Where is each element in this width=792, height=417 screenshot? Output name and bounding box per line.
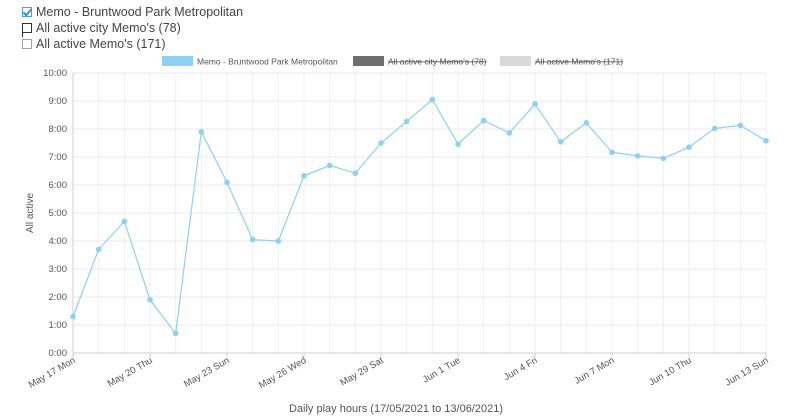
data-point[interactable] [480, 117, 487, 124]
data-point[interactable] [403, 118, 410, 125]
filter-label: Memo - Bruntwood Park Metropolitan [36, 5, 244, 19]
filter-all-memos[interactable]: All active Memo's (171) [22, 36, 243, 52]
y-tick-label: 9:00 [49, 96, 68, 107]
checkbox-flag-icon[interactable] [22, 23, 32, 37]
checkbox-unchecked-icon[interactable] [22, 39, 32, 49]
data-point[interactable] [763, 137, 769, 144]
y-axis-title: All active [25, 193, 36, 233]
data-point[interactable] [301, 172, 307, 179]
legend-label: Memo - Bruntwood Park Metropolitan [197, 57, 338, 67]
legend-swatch [353, 56, 384, 66]
x-tick-label: May 20 Thu [106, 355, 155, 390]
chart-legend: Memo - Bruntwood Park Metropolitan All ac… [162, 56, 623, 67]
data-point[interactable] [224, 179, 230, 185]
x-tick-label: Jun 10 Thu [647, 355, 694, 388]
data-point[interactable] [557, 139, 564, 145]
y-tick-label: 10:00 [43, 68, 67, 79]
data-point[interactable] [147, 297, 153, 303]
data-point[interactable] [121, 218, 128, 225]
x-tick-label: May 26 Wed [257, 355, 309, 391]
data-point[interactable] [198, 129, 205, 135]
x-tick-label: May 23 Sun [182, 355, 231, 390]
y-tick-label: 2:00 [49, 292, 68, 303]
filter-label: All active city Memo's (78) [36, 21, 181, 35]
data-point[interactable] [686, 144, 692, 150]
legend-item[interactable]: All active city Memo's (78) [353, 56, 487, 67]
data-point[interactable] [532, 101, 538, 107]
filter-city-memos[interactable]: All active city Memo's (78) [22, 20, 243, 37]
data-point[interactable] [455, 141, 461, 147]
legend-item[interactable]: All active Memo's (171) [500, 56, 623, 67]
y-tick-label: 4:00 [49, 236, 68, 247]
series-filter-list: Memo - Bruntwood Park Metropolitan All a… [22, 4, 243, 52]
data-point[interactable] [737, 122, 744, 129]
data-point[interactable] [275, 238, 282, 244]
series-line [72, 98, 767, 335]
x-tick-label: Jun 4 Fri [502, 355, 540, 383]
legend-item[interactable]: Memo - Bruntwood Park Metropolitan [162, 56, 338, 67]
legend-label: All active Memo's (171) [535, 57, 623, 67]
x-axis-ticks: May 17 Mon May 20 Thu May 23 Sun May 26 Wed… [27, 353, 771, 391]
y-tick-label: 5:00 [49, 208, 68, 219]
checkbox-checked-icon[interactable] [22, 7, 32, 17]
data-point[interactable] [249, 236, 256, 243]
data-point[interactable] [506, 130, 513, 136]
data-point[interactable] [172, 330, 179, 337]
x-axis-title: Daily play hours (17/05/2021 to 13/06/20… [289, 403, 503, 415]
plot-area [70, 96, 769, 337]
data-point[interactable] [660, 155, 667, 162]
data-point[interactable] [378, 140, 384, 146]
filter-label: All active Memo's (171) [36, 37, 166, 51]
x-tick-label: Jun 13 Sun [723, 355, 770, 389]
y-tick-label: 7:00 [49, 152, 68, 163]
y-tick-label: 1:00 [49, 320, 68, 331]
data-point[interactable] [70, 313, 76, 320]
data-point[interactable] [352, 170, 359, 177]
y-tick-label: 6:00 [49, 180, 68, 191]
grid-lines [72, 72, 767, 354]
x-tick-label: Jun 7 Mon [573, 355, 617, 387]
x-tick-label: Jun 1 Tue [421, 355, 463, 385]
filter-bruntwood[interactable]: Memo - Bruntwood Park Metropolitan [22, 4, 243, 20]
data-point[interactable] [634, 153, 641, 159]
data-point[interactable] [583, 120, 590, 126]
data-point[interactable] [609, 149, 615, 156]
legend-swatch [162, 56, 193, 66]
legend-swatch [500, 56, 531, 66]
y-tick-label: 3:00 [49, 264, 68, 275]
y-tick-label: 8:00 [49, 124, 68, 135]
y-axis-ticks: 0:00 1:00 2:00 3:00 4:00 5:00 6:00 7:00 8:00 9:00… [43, 68, 67, 359]
data-point[interactable] [711, 125, 718, 132]
y-tick-label: 0:00 [49, 348, 68, 359]
legend-label: All active city Memo's (78) [388, 57, 487, 67]
x-tick-label: May 29 Sat [338, 355, 385, 389]
data-point[interactable] [429, 96, 436, 103]
data-point[interactable] [326, 162, 333, 169]
x-tick-label: May 17 Mon [27, 355, 78, 391]
data-point[interactable] [95, 246, 102, 253]
